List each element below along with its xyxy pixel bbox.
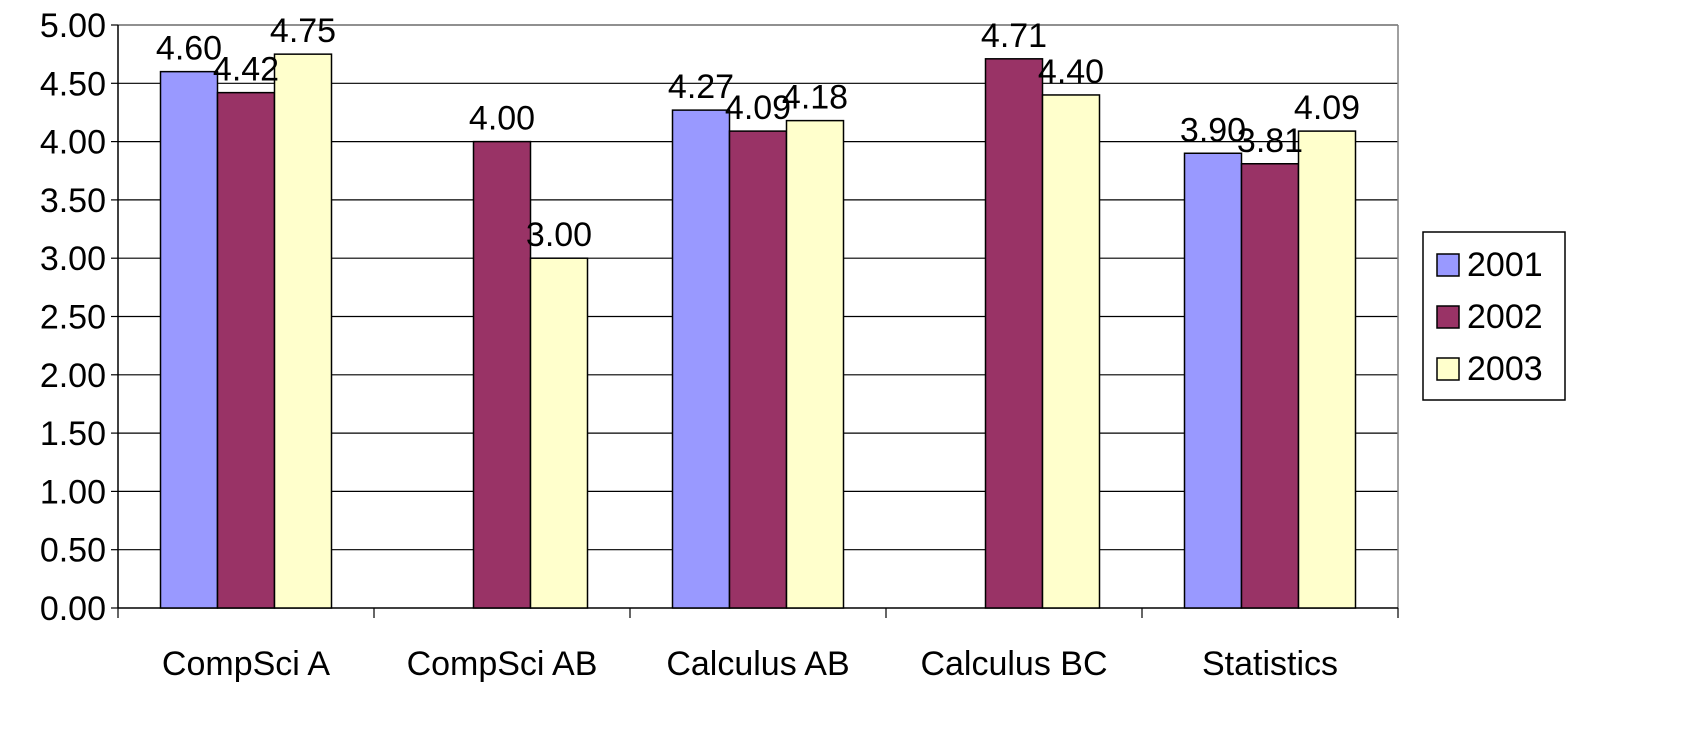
data-label: 4.60 [156, 30, 222, 68]
y-tick-label: 0.00 [40, 590, 106, 628]
bar-2003-compsci-a [273, 53, 333, 609]
y-tick-label: 0.50 [40, 532, 106, 570]
legend-label: 2001 [1467, 246, 1543, 284]
data-label: 4.27 [668, 68, 734, 106]
bar-2002-compsci-a [216, 91, 276, 609]
data-label: 3.00 [526, 216, 592, 254]
bar-2003-statistics [1297, 130, 1357, 609]
x-category-label: Calculus BC [920, 645, 1107, 683]
bar-2001-calculus-ab [671, 109, 731, 609]
data-label: 4.09 [725, 89, 791, 127]
y-tick-label: 4.50 [40, 65, 106, 103]
bar-2001-statistics [1183, 152, 1243, 609]
data-label: 4.18 [782, 79, 848, 117]
x-category-label: CompSci AB [407, 645, 598, 683]
data-label: 4.40 [1038, 53, 1104, 91]
bar-2001-compsci-a [159, 70, 219, 609]
legend-swatch-2002 [1436, 305, 1460, 329]
y-tick-label: 3.00 [40, 240, 106, 278]
data-label: 4.42 [213, 51, 279, 89]
bar-2003-calculus-bc [1041, 94, 1101, 609]
data-labels: 4.604.424.754.003.004.274.094.184.714.40… [156, 12, 1360, 254]
axes: 0.00 0.50 1.00 1.50 2.00 2.50 3.00 3.50 4.00 4.50… [40, 7, 1399, 683]
legend-swatch-2001 [1436, 253, 1460, 277]
legend-label: 2003 [1467, 350, 1543, 388]
bar-2002-calculus-bc [984, 58, 1044, 609]
bar-2002-compsci-ab [472, 140, 532, 609]
y-tick-label: 5.00 [40, 7, 106, 45]
y-tick-label: 1.50 [40, 415, 106, 453]
bars [159, 53, 1357, 609]
x-category-label: CompSci A [162, 645, 330, 683]
data-label: 4.00 [469, 100, 535, 138]
data-label: 4.71 [981, 17, 1047, 55]
y-tick-label: 2.00 [40, 357, 106, 395]
y-tick-label: 4.00 [40, 124, 106, 162]
legend-label: 2002 [1467, 298, 1543, 336]
bar-2003-compsci-ab [529, 257, 589, 609]
y-tick-label: 2.50 [40, 299, 106, 337]
x-category-label: Statistics [1202, 645, 1338, 683]
data-label: 4.09 [1294, 89, 1360, 127]
bar-2002-calculus-ab [728, 130, 788, 609]
bar-2003-calculus-ab [785, 119, 845, 609]
y-tick-label: 3.50 [40, 182, 106, 220]
legend: 2001 2002 2003 [1422, 231, 1566, 401]
legend-swatch-2003 [1436, 357, 1460, 381]
data-label: 4.75 [270, 12, 336, 50]
data-label: 3.81 [1237, 122, 1303, 160]
bar-2002-statistics [1240, 163, 1300, 609]
x-category-label: Calculus AB [666, 645, 849, 683]
data-label: 3.90 [1180, 111, 1246, 149]
y-tick-label: 1.00 [40, 473, 106, 511]
